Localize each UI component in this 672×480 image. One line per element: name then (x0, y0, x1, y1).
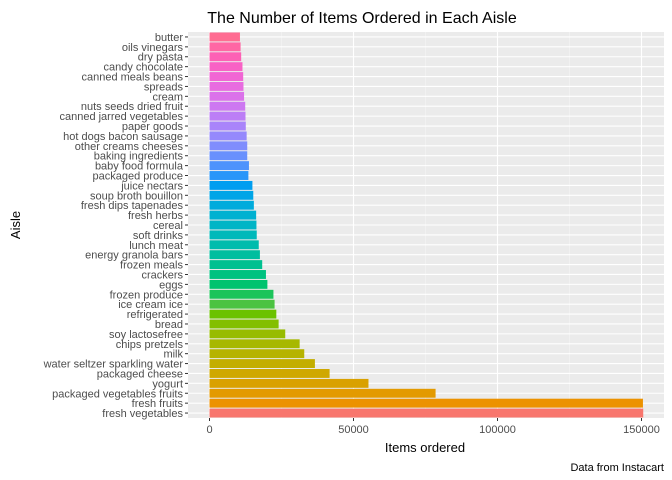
y-tick-label: nuts seeds dried fruit (81, 101, 183, 113)
y-tick-label: canned jarred vegetables (59, 111, 183, 123)
bar (209, 81, 244, 91)
x-tick-label: 0 (206, 424, 212, 436)
x-tick-label: 150000 (623, 424, 660, 436)
y-tick-label: fresh dips tapenades (81, 200, 184, 212)
bar (209, 349, 305, 359)
bar (209, 180, 253, 190)
bar (209, 171, 249, 180)
bar (209, 141, 248, 151)
y-tick-label: spreads (144, 81, 184, 93)
bar (209, 279, 268, 289)
y-tick-label: yogurt (152, 378, 183, 390)
bar (209, 121, 246, 131)
x-tick-label: 50000 (338, 424, 369, 436)
y-tick-label: refrigerated (127, 309, 183, 321)
bar (209, 161, 249, 171)
bar (209, 339, 300, 349)
bar (209, 289, 274, 299)
bar (209, 62, 243, 72)
bar (209, 151, 248, 161)
y-tick-label: canned meals beans (81, 72, 183, 84)
bar (209, 91, 245, 101)
chart-caption: Data from Instacart (570, 462, 664, 474)
y-tick-label: paper goods (122, 121, 184, 133)
y-tick-label: lunch meat (129, 240, 183, 252)
y-tick-label: cream (152, 91, 183, 103)
y-tick-label: ice cream ice (118, 299, 183, 311)
bars (209, 32, 644, 418)
x-axis-title: Items ordered (385, 440, 465, 455)
y-tick-label: crackers (141, 269, 183, 281)
y-tick-label: energy granola bars (85, 250, 183, 262)
y-tick-label: packaged cheese (97, 368, 183, 380)
bar (209, 200, 254, 210)
bar (209, 398, 643, 408)
x-axis-ticks: 0 50000 100000 150000 (206, 418, 660, 436)
bar (209, 270, 266, 279)
y-tick-label: candy chocolate (104, 62, 184, 74)
y-tick-label: oils vinegars (122, 42, 184, 54)
grid-lines (188, 32, 664, 418)
bar (209, 309, 277, 319)
bar (209, 230, 257, 240)
bar (209, 329, 286, 339)
y-tick-label: soy lactosefree (109, 329, 183, 341)
bar (209, 72, 244, 81)
chart-title: The Number of Items Ordered in Each Aisl… (207, 10, 517, 27)
bar (209, 42, 241, 52)
bar (209, 32, 240, 42)
bar (209, 378, 369, 388)
y-tick-label: bread (155, 319, 183, 331)
bar (209, 240, 259, 250)
bar (209, 319, 279, 329)
y-tick-label: other creams cheeses (75, 141, 184, 153)
bar (209, 250, 260, 260)
y-tick-label: chips pretzels (116, 339, 184, 351)
y-tick-label: butter (155, 32, 183, 44)
bar (209, 190, 254, 200)
y-tick-label: dry pasta (138, 52, 184, 64)
y-axis-title: Aisle (8, 211, 23, 239)
bar (209, 111, 246, 121)
y-tick-label: eggs (159, 279, 183, 291)
y-tick-label: juice nectars (120, 180, 183, 192)
y-tick-label: fresh fruits (132, 398, 184, 410)
y-tick-label: fresh vegetables (102, 408, 183, 420)
bar (209, 220, 257, 230)
bar (209, 359, 315, 369)
y-tick-label: fresh herbs (128, 210, 184, 222)
y-tick-label: packaged produce (92, 171, 183, 183)
y-tick-label: hot dogs bacon sausage (63, 131, 183, 143)
bar (209, 101, 246, 111)
bar (209, 388, 436, 398)
bar (209, 408, 644, 418)
y-tick-label: packaged vegetables fruits (52, 388, 183, 400)
y-tick-label: baking ingredients (94, 151, 184, 163)
x-tick-label: 100000 (479, 424, 516, 436)
y-tick-label: baby food formula (95, 161, 184, 173)
y-tick-label: water seltzer sparkling water (43, 359, 184, 371)
y-tick-label: cereal (153, 220, 183, 232)
bar (209, 369, 330, 378)
bar (209, 210, 257, 220)
y-tick-label: soft drinks (133, 230, 184, 242)
y-tick-label: soup broth bouillon (90, 190, 183, 202)
y-tick-label: frozen produce (110, 289, 183, 301)
bar (209, 299, 275, 309)
y-tick-label: milk (163, 349, 183, 361)
bar (209, 260, 263, 270)
bar (209, 52, 242, 62)
y-tick-label: frozen meals (120, 260, 183, 272)
bar (209, 131, 247, 141)
